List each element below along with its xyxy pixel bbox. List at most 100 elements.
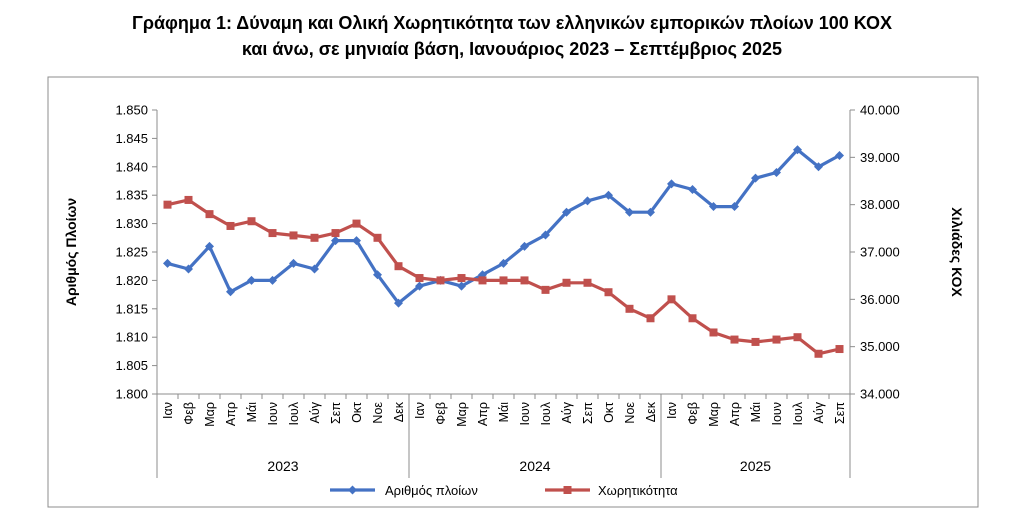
legend-label: Χωρητικότητα [598, 483, 678, 498]
x-tick-label: Απρ [728, 402, 742, 426]
series-layer [163, 145, 844, 358]
data-point-diamond [583, 196, 592, 206]
data-point-square [415, 274, 424, 283]
x-tick-label: Μάι [497, 402, 511, 423]
data-point-square [499, 276, 508, 285]
y-left-tick-label: 1.830 [115, 216, 148, 231]
data-point-square [289, 231, 298, 240]
x-tick-label: Ιουν [518, 402, 532, 426]
data-point-square [772, 335, 781, 344]
data-point-square [730, 335, 739, 344]
y-axis-left-title: Αριθμός Πλοίων [63, 198, 79, 307]
data-point-diamond [184, 264, 193, 274]
data-point-square [352, 219, 361, 228]
data-point-square [688, 314, 697, 323]
data-point-diamond [667, 179, 676, 189]
legend: Αριθμός πλοίων Χωρητικότητα [330, 483, 678, 498]
data-point-square [478, 276, 487, 285]
y-left-tick-label: 1.810 [115, 330, 148, 345]
y-right-tick-label: 38.000 [860, 197, 900, 212]
data-point-diamond [268, 275, 277, 285]
data-point-diamond [814, 162, 823, 172]
y-left-tick-label: 1.835 [115, 188, 148, 203]
year-label: 2025 [740, 458, 771, 474]
data-point-diamond [457, 281, 466, 291]
y-left-tick-label: 1.850 [115, 103, 148, 118]
data-point-diamond [751, 173, 760, 183]
data-point-square [541, 285, 550, 294]
x-tick-label: Αύγ [560, 401, 574, 423]
y-right-tick-label: 34.000 [860, 387, 900, 402]
data-point-diamond [688, 185, 697, 195]
y-left-tick-label: 1.820 [115, 273, 148, 288]
y-right-tick-label: 36.000 [860, 292, 900, 307]
data-point-square [331, 229, 340, 238]
data-point-diamond [793, 145, 802, 155]
data-point-diamond [835, 150, 844, 160]
y-left-tick-label: 1.815 [115, 301, 148, 316]
x-tick-label: Ιουν [266, 402, 280, 426]
data-point-square [310, 233, 319, 242]
data-point-diamond [709, 202, 718, 212]
x-tick-label: Απρ [224, 402, 238, 426]
data-point-square [646, 314, 655, 323]
x-tick-label: Ιαν [413, 402, 427, 419]
x-tick-label: Σεπ [581, 402, 595, 424]
data-point-square [247, 217, 256, 226]
x-tick-label: Νοε [371, 402, 385, 424]
data-point-square [205, 210, 214, 219]
chart-title-line-2: και άνω, σε μηνιαία βάση, Ιανουάριος 202… [241, 39, 783, 59]
x-tick-label: Αύγ [308, 401, 322, 423]
data-point-diamond [352, 236, 361, 246]
data-point-square [520, 276, 529, 285]
x-tick-label: Φεβ [434, 402, 448, 425]
x-tick-label: Αύγ [812, 401, 826, 423]
data-point-square [562, 278, 571, 287]
data-point-diamond [562, 207, 571, 217]
data-point-diamond [205, 241, 214, 251]
x-tick-label: Μάι [245, 402, 259, 423]
data-point-diamond [415, 281, 424, 291]
data-point-square [793, 333, 802, 342]
data-point-diamond [772, 167, 781, 177]
chart-title-line-1: Γράφημα 1: Δύναμη και Ολική Χωρητικότητα… [132, 13, 892, 33]
data-point-diamond [331, 236, 340, 246]
x-tick-label: Μαρ [455, 402, 469, 427]
y-left-tick-label: 1.845 [115, 131, 148, 146]
x-tick-label: Ιαν [161, 402, 175, 419]
data-point-diamond [499, 258, 508, 268]
legend-marker-diamond [348, 485, 357, 495]
data-point-diamond [541, 230, 550, 240]
x-tick-label: Μαρ [203, 402, 217, 427]
y-left-tick-label: 1.840 [115, 159, 148, 174]
data-point-square [163, 200, 172, 209]
x-tick-label: Νοε [623, 402, 637, 424]
y-axis-right-title: Χιλιάδες ΚΟΧ [949, 207, 965, 297]
axes: 1.800 1.805 1.810 1.815 1.820 1.825 1.830 1.835… [63, 103, 965, 478]
y-right-tick-label: 37.000 [860, 245, 900, 260]
x-tick-label: Δεκ [644, 401, 658, 422]
chart-frame [47, 76, 979, 508]
data-point-square [751, 337, 760, 346]
data-point-square [583, 278, 592, 287]
data-point-square [268, 229, 277, 238]
y-right-tick-label: 39.000 [860, 150, 900, 165]
x-tick-label: Σεπ [833, 402, 847, 424]
data-point-square [604, 288, 613, 297]
x-tick-label: Ιουλ [287, 401, 301, 425]
data-point-diamond [646, 207, 655, 217]
data-point-square [436, 276, 445, 285]
x-tick-label: Ιουν [770, 402, 784, 426]
y-left-tick-label: 1.805 [115, 358, 148, 373]
data-point-square [457, 274, 466, 283]
data-point-square [835, 345, 844, 354]
year-label: 2023 [267, 458, 298, 474]
data-point-diamond [163, 258, 172, 268]
data-point-square [709, 328, 718, 337]
data-point-square [625, 304, 634, 313]
x-tick-label: Ιαν [665, 402, 679, 419]
year-label: 2024 [519, 458, 550, 474]
x-tick-label: Οκτ [350, 402, 364, 423]
x-tick-label: Ιουλ [791, 401, 805, 425]
